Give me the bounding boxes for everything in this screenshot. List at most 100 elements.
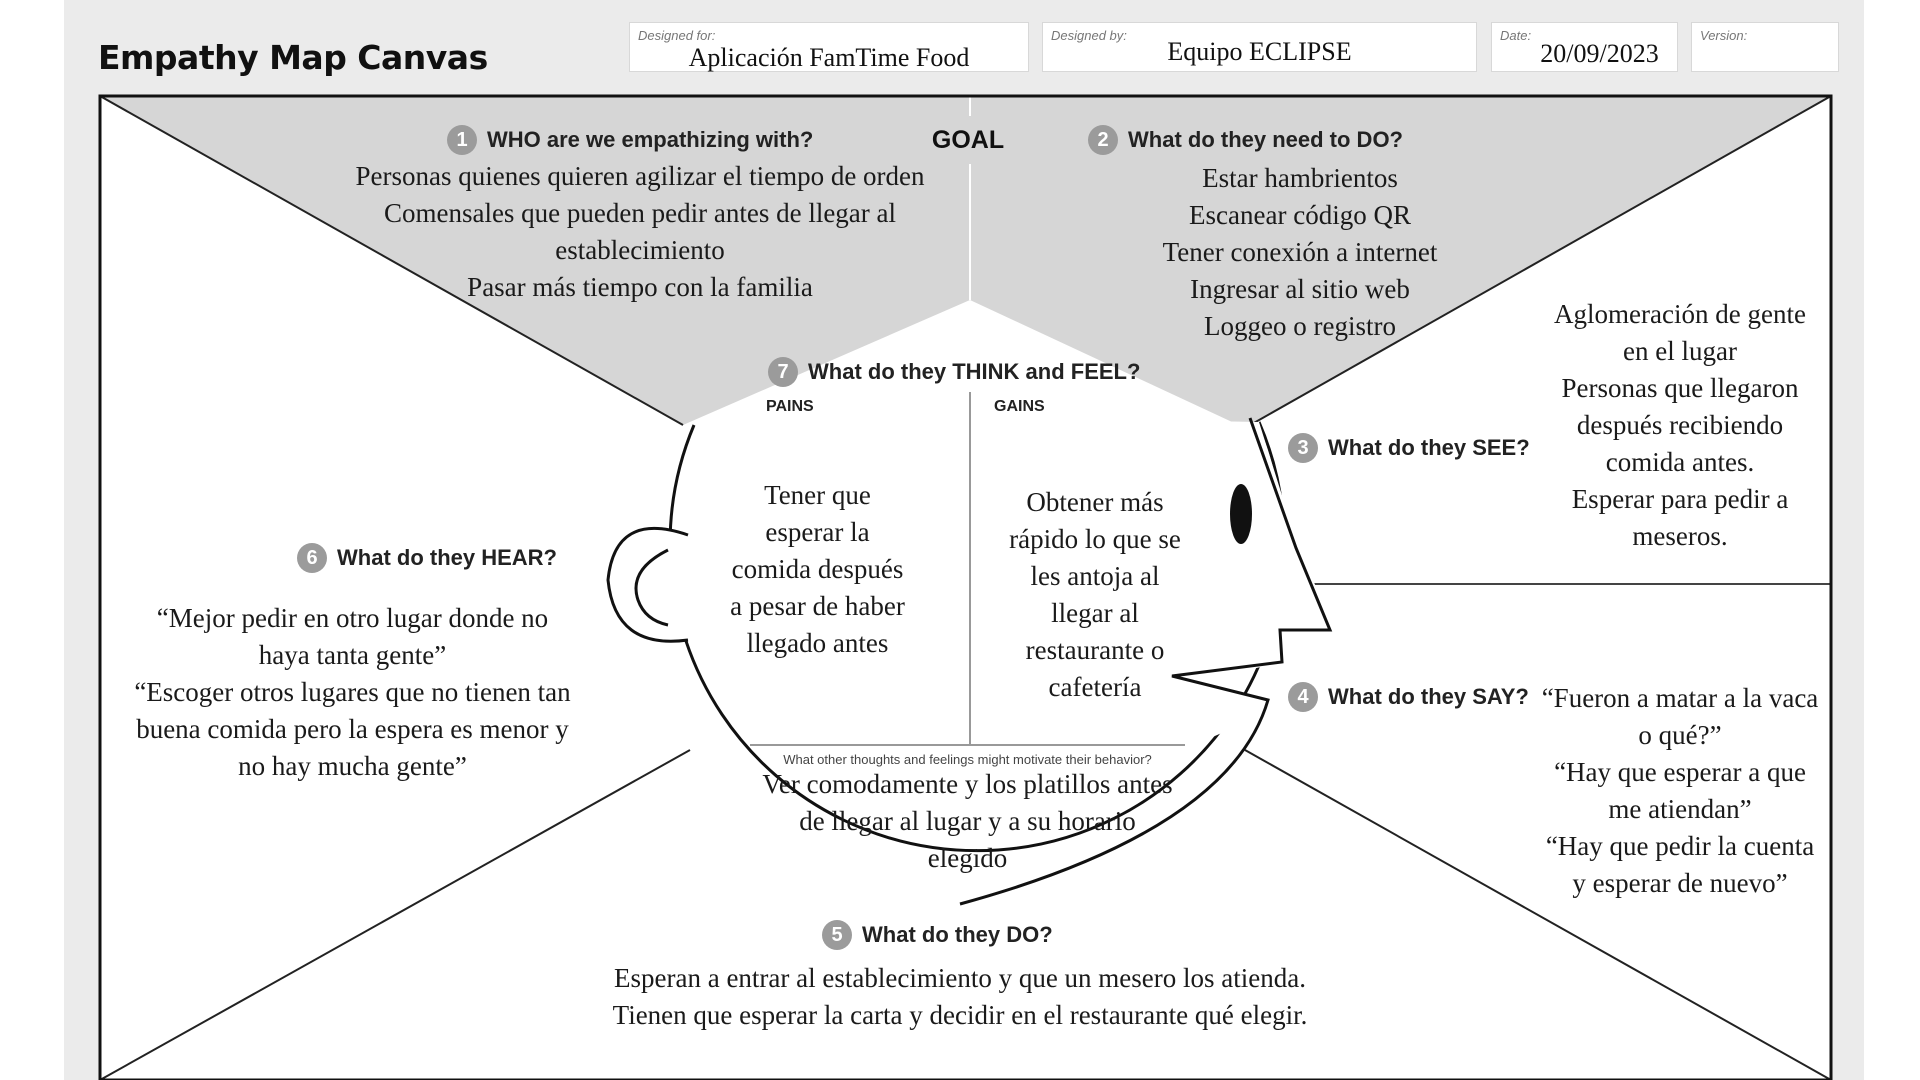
motivate-question: What other thoughts and feelings might m… <box>783 752 1152 767</box>
designed-by-field[interactable]: Designed by: Equipo ECLIPSE <box>1042 22 1477 72</box>
do-question-text: What do they DO? <box>862 922 1053 947</box>
version-field[interactable]: Version: <box>1691 22 1839 72</box>
need-do-line: Tener conexión a internet <box>1162 237 1438 267</box>
say-text: “Fueron a matar a la vaca o qué?” “Hay q… <box>1530 680 1830 902</box>
ear-outline <box>606 526 689 643</box>
diagonal-bottom-left <box>99 749 691 1080</box>
who-question-text: WHO are we empathizing with? <box>487 127 814 152</box>
need-do-line: Escanear código QR <box>1189 200 1411 230</box>
pains-line: a pesar de haber <box>730 591 905 621</box>
hear-line: buena comida pero la espera es menor y <box>136 714 569 744</box>
gains-label: GAINS <box>994 398 1045 415</box>
think-feel-question: 7 What do they THINK and FEEL? <box>768 357 1140 387</box>
see-question: 3 What do they SEE? <box>1288 433 1530 463</box>
gains-text: Obtener más rápido lo que se les antoja … <box>990 484 1200 706</box>
pains-line: llegado antes <box>746 628 889 658</box>
ear-inner <box>634 548 669 627</box>
gains-line: cafetería <box>1048 672 1142 702</box>
gains-line: restaurante o <box>1025 635 1165 665</box>
think-feel-number: 7 <box>768 357 798 387</box>
pains-line: esperar la <box>765 517 870 547</box>
gains-line: rápido lo que se <box>1009 524 1181 554</box>
need-do-line: Loggeo o registro <box>1204 311 1396 341</box>
say-line: me atiendan” <box>1608 794 1752 824</box>
pains-text: Tener que esperar la comida después a pe… <box>715 477 920 662</box>
hear-text: “Mejor pedir en otro lugar donde no haya… <box>110 600 595 785</box>
need-do-line: Estar hambrientos <box>1202 163 1398 193</box>
version-label: Version: <box>1700 28 1748 43</box>
gains-line: llegar al <box>1051 598 1139 628</box>
see-line: comida antes. <box>1605 447 1755 477</box>
need-do-line: Ingresar al sitio web <box>1190 274 1410 304</box>
motivate-line: Ver comodamente y los platillos antes <box>762 769 1173 799</box>
face-mask <box>1100 420 1330 780</box>
hear-line: no hay mucha gente” <box>238 751 467 781</box>
do-number: 5 <box>822 920 852 950</box>
diagonal-top-left <box>99 95 684 426</box>
see-line: después recibiendo <box>1576 410 1784 440</box>
face-profile <box>959 417 1333 906</box>
eye <box>1230 484 1252 544</box>
say-line: “Hay que esperar a que <box>1554 757 1806 787</box>
hear-number: 6 <box>297 543 327 573</box>
see-line: meseros. <box>1632 521 1728 551</box>
say-number: 4 <box>1288 682 1318 712</box>
say-question: 4 What do they SAY? <box>1288 682 1529 712</box>
date-value: 20/09/2023 <box>1540 39 1659 68</box>
think-feel-question-text: What do they THINK and FEEL? <box>808 359 1141 384</box>
see-line: Aglomeración de gente <box>1554 299 1806 329</box>
date-field[interactable]: Date: 20/09/2023 <box>1491 22 1678 72</box>
pains-label: PAINS <box>766 398 814 415</box>
hear-line: haya tanta gente” <box>258 640 447 670</box>
see-text: Aglomeración de gente en el lugar Person… <box>1530 296 1830 555</box>
diagonal-bottom-right <box>1244 749 1832 1080</box>
designed-for-value: Aplicación FamTime Food <box>688 43 970 72</box>
need-do-number: 2 <box>1088 125 1118 155</box>
hear-question: 6 What do they HEAR? <box>297 543 557 573</box>
motivate-divider <box>750 744 1185 746</box>
say-line: “Fueron a matar a la vaca <box>1541 683 1819 713</box>
pains-line: Tener que <box>764 480 871 510</box>
designed-by-label: Designed by: <box>1051 28 1127 43</box>
see-line: Personas que llegaron <box>1561 373 1799 403</box>
say-line: y esperar de nuevo” <box>1572 868 1788 898</box>
diagonal-top-right <box>1244 95 1832 429</box>
do-text: Esperan a entrar al establecimiento y qu… <box>470 960 1450 1034</box>
gains-line: les antoja al <box>1030 561 1160 591</box>
motivate-text: Ver comodamente y los platillos antes de… <box>740 766 1195 877</box>
hear-line: “Mejor pedir en otro lugar donde no <box>156 603 549 633</box>
designed-for-field[interactable]: Designed for: Aplicación FamTime Food <box>629 22 1029 72</box>
need-do-question: 2 What do they need to DO? <box>1088 125 1403 155</box>
goal-label: GOAL <box>880 116 1056 164</box>
say-line: o qué?” <box>1638 720 1722 750</box>
hear-question-text: What do they HEAR? <box>337 545 557 570</box>
who-number: 1 <box>447 125 477 155</box>
do-line: Tienen que esperar la carta y decidir en… <box>612 1000 1308 1030</box>
see-line: en el lugar <box>1623 336 1737 366</box>
top-gray-region <box>100 96 1831 428</box>
do-line: Esperan a entrar al establecimiento y qu… <box>614 963 1306 993</box>
hear-line: “Escoger otros lugares que no tienen tan <box>134 677 571 707</box>
who-question: 1 WHO are we empathizing with? <box>447 125 813 155</box>
who-line: establecimiento <box>555 235 725 265</box>
see-question-text: What do they SEE? <box>1328 435 1530 460</box>
designed-for-label: Designed for: <box>638 28 716 43</box>
need-do-question-text: What do they need to DO? <box>1128 127 1403 152</box>
motivate-line: elegido <box>927 843 1008 873</box>
designed-by-value: Equipo ECLIPSE <box>1167 37 1352 66</box>
date-label: Date: <box>1500 28 1532 43</box>
who-line: Personas quienes quieren agilizar el tie… <box>355 161 925 191</box>
need-do-text: Estar hambrientos Escanear código QR Ten… <box>1100 160 1500 345</box>
say-line: “Hay que pedir la cuenta <box>1545 831 1815 861</box>
motivate-line: de llegar al lugar y a su horario <box>799 806 1136 836</box>
page-title: Empathy Map Canvas <box>98 38 488 77</box>
see-line: Esperar para pedir a <box>1571 484 1789 514</box>
who-line: Comensales que pueden pedir antes de lle… <box>383 198 897 228</box>
see-number: 3 <box>1288 433 1318 463</box>
gains-line: Obtener más <box>1026 487 1164 517</box>
pains-line: comida después <box>731 554 904 584</box>
say-question-text: What do they SAY? <box>1328 684 1529 709</box>
do-question: 5 What do they DO? <box>822 920 1053 950</box>
who-line: Pasar más tiempo con la familia <box>467 272 813 302</box>
